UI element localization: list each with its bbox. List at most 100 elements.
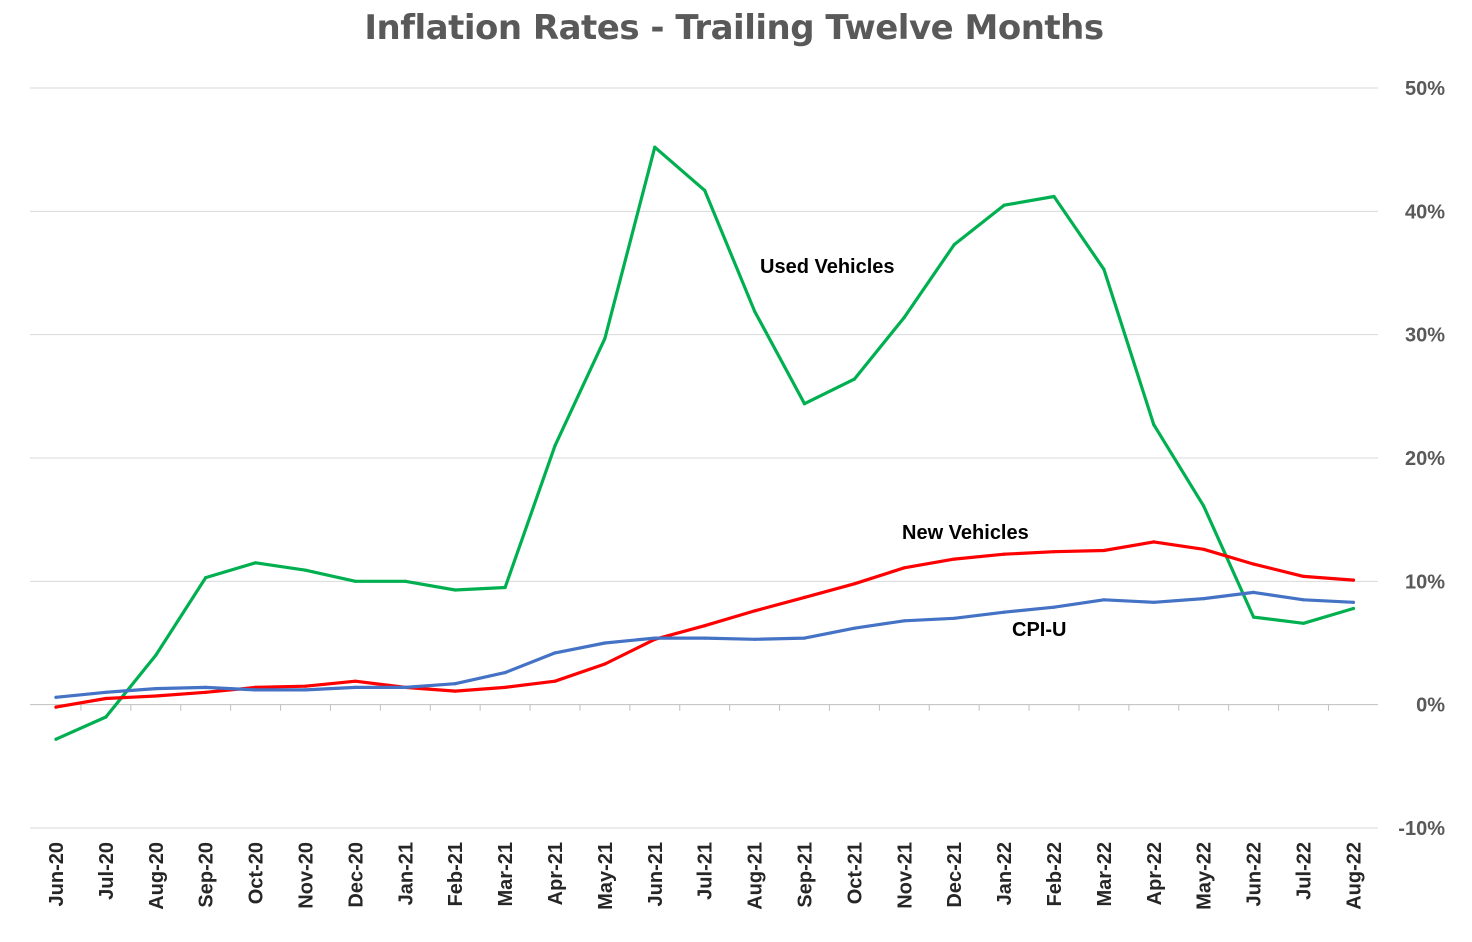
point-cpi-u-sep-20 <box>204 685 208 690</box>
point-new-vehicles-jan-22 <box>1002 552 1006 556</box>
point-used-vehicles-aug-20 <box>154 653 158 657</box>
x-tick-label-aug-22: Aug-22 <box>1343 842 1365 910</box>
annotation-new-vehicles: New Vehicles <box>902 522 1029 544</box>
point-cpi-u-apr-22 <box>1152 600 1156 604</box>
point-used-vehicles-feb-21 <box>453 588 457 592</box>
point-cpi-u-oct-20 <box>254 688 258 692</box>
point-used-vehicles-mar-21 <box>503 585 507 590</box>
point-used-vehicles-sep-21 <box>802 402 807 406</box>
point-cpi-u-jul-20 <box>104 690 108 694</box>
x-axis-tick-marks <box>80 704 1329 711</box>
point-used-vehicles-jul-21 <box>703 188 707 192</box>
annotation-cpi-u: CPI-U <box>1012 619 1066 641</box>
point-used-vehicles-dec-21 <box>952 243 956 247</box>
y-tick-label: -10% <box>1398 818 1445 840</box>
point-cpi-u-mar-22 <box>1102 598 1106 602</box>
point-cpi-u-jul-22 <box>1301 598 1306 602</box>
point-cpi-u-aug-20 <box>154 687 158 691</box>
y-tick-label: 0% <box>1416 695 1445 717</box>
point-cpi-u-jun-21 <box>653 636 657 640</box>
point-cpi-u-aug-22 <box>1351 600 1355 604</box>
point-new-vehicles-nov-21 <box>902 566 906 570</box>
point-used-vehicles-oct-20 <box>254 561 258 565</box>
y-axis-tick-labels: -10% 0% 10% 20% 30% 40% 50% <box>1398 78 1445 840</box>
point-new-vehicles-jul-22 <box>1301 574 1306 579</box>
x-tick-label-jan-22: Jan-22 <box>994 842 1016 905</box>
point-new-vehicles-jun-22 <box>1252 562 1256 566</box>
point-used-vehicles-nov-21 <box>902 315 906 319</box>
point-used-vehicles-jun-20 <box>54 737 58 741</box>
point-new-vehicles-sep-20 <box>204 690 208 694</box>
point-cpi-u-may-22 <box>1202 597 1206 601</box>
x-tick-label-may-21: May-21 <box>595 842 617 910</box>
x-tick-label-sep-20: Sep-20 <box>196 842 218 908</box>
point-cpi-u-dec-21 <box>952 616 956 620</box>
point-used-vehicles-apr-21 <box>553 444 557 448</box>
x-tick-label-aug-21: Aug-21 <box>745 842 767 910</box>
y-tick-label: 40% <box>1405 201 1445 223</box>
point-cpi-u-sep-21 <box>802 636 807 640</box>
x-tick-label-feb-22: Feb-22 <box>1044 842 1066 906</box>
point-new-vehicles-nov-20 <box>303 684 308 688</box>
point-used-vehicles-nov-20 <box>303 568 308 572</box>
series-lines <box>54 145 1356 741</box>
point-new-vehicles-aug-21 <box>753 609 757 613</box>
series-annotations: Used Vehicles New Vehicles CPI-U <box>760 256 1066 641</box>
point-used-vehicles-aug-21 <box>753 309 757 313</box>
x-tick-label-jul-21: Jul-21 <box>695 842 717 900</box>
point-new-vehicles-feb-22 <box>1052 550 1056 554</box>
point-cpi-u-jan-21 <box>403 685 407 690</box>
point-new-vehicles-oct-20 <box>254 685 258 690</box>
point-new-vehicles-oct-21 <box>852 582 857 586</box>
point-used-vehicles-sep-20 <box>204 576 208 580</box>
x-tick-label-jul-22: Jul-22 <box>1294 842 1316 900</box>
x-tick-label-nov-20: Nov-20 <box>296 842 318 909</box>
point-new-vehicles-aug-22 <box>1351 578 1355 582</box>
point-cpi-u-aug-21 <box>753 637 757 641</box>
point-used-vehicles-jan-21 <box>403 579 407 583</box>
point-cpi-u-may-21 <box>603 641 607 645</box>
x-tick-label-mar-21: Mar-21 <box>495 842 517 906</box>
point-new-vehicles-may-22 <box>1202 547 1206 551</box>
point-new-vehicles-feb-21 <box>453 689 457 693</box>
point-new-vehicles-aug-20 <box>154 694 158 698</box>
point-cpi-u-jun-22 <box>1252 590 1256 595</box>
point-new-vehicles-dec-21 <box>952 557 956 561</box>
point-cpi-u-nov-21 <box>902 619 906 623</box>
point-used-vehicles-jul-22 <box>1301 621 1306 625</box>
point-cpi-u-mar-21 <box>503 671 507 675</box>
point-new-vehicles-may-21 <box>603 662 607 666</box>
gridlines <box>30 87 1378 829</box>
point-used-vehicles-may-22 <box>1202 504 1206 508</box>
x-tick-label-nov-21: Nov-21 <box>894 842 916 909</box>
x-tick-label-feb-21: Feb-21 <box>445 842 467 906</box>
x-tick-label-jul-20: Jul-20 <box>96 842 118 900</box>
x-tick-label-oct-21: Oct-21 <box>844 842 866 904</box>
y-tick-label: 50% <box>1405 78 1445 100</box>
x-tick-label-jun-22: Jun-22 <box>1244 842 1266 906</box>
point-cpi-u-dec-20 <box>353 685 357 690</box>
point-used-vehicles-may-21 <box>603 336 607 340</box>
point-used-vehicles-aug-22 <box>1351 606 1355 611</box>
x-axis-tick-labels: Jun-20 Jul-20 Aug-20 Sep-20 Oct-20 Nov-20 Dec-… <box>46 842 1365 910</box>
x-tick-label-oct-20: Oct-20 <box>246 842 268 904</box>
x-tick-label-apr-21: Apr-21 <box>545 842 567 905</box>
point-used-vehicles-jul-20 <box>104 715 108 719</box>
series-line-used-vehicles <box>54 145 1356 741</box>
chart-title: Inflation Rates - Trailing Twelve Months <box>364 8 1104 48</box>
point-used-vehicles-oct-21 <box>852 377 857 381</box>
annotation-used-vehicles: Used Vehicles <box>760 256 895 278</box>
point-new-vehicles-apr-22 <box>1152 540 1156 544</box>
point-cpi-u-jul-21 <box>703 636 707 640</box>
point-used-vehicles-jun-22 <box>1252 615 1256 619</box>
y-tick-label: 20% <box>1405 448 1445 470</box>
point-new-vehicles-jul-21 <box>703 624 707 628</box>
point-new-vehicles-jun-20 <box>54 705 58 709</box>
point-used-vehicles-feb-22 <box>1052 194 1056 199</box>
point-cpi-u-jan-22 <box>1002 610 1006 614</box>
point-new-vehicles-apr-21 <box>553 679 557 683</box>
point-cpi-u-feb-21 <box>453 682 457 686</box>
x-tick-label-dec-21: Dec-21 <box>944 842 966 908</box>
point-new-vehicles-dec-20 <box>353 679 357 683</box>
